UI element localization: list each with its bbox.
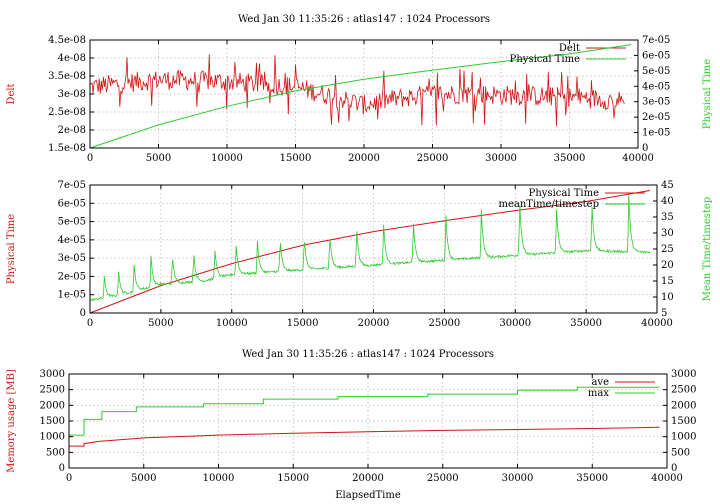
x-tick-label: 25000 — [417, 153, 449, 164]
y-tick-label: 4e-08 — [58, 53, 86, 64]
x-tick-label: 10000 — [203, 473, 235, 484]
y-tick-label: 0 — [59, 463, 65, 474]
series-line-physical-time — [89, 190, 650, 314]
y-tick-label: 6e-05 — [58, 198, 86, 209]
y2-tick-label: 1000 — [671, 432, 696, 443]
legend-label: Delt — [559, 43, 580, 54]
chart-panel-1 — [89, 39, 639, 149]
y2-tick-label: 45 — [661, 180, 674, 191]
y-tick-label: 1.5e-08 — [48, 143, 86, 154]
x-tick-label: 20000 — [358, 318, 390, 329]
y2-tick-label: 2e-05 — [642, 112, 670, 123]
y2-tick-label: 3e-05 — [642, 97, 670, 108]
y2-tick-label: 1e-05 — [642, 128, 670, 139]
chart-panel-3 — [68, 373, 668, 469]
x-tick-label: 0 — [87, 318, 93, 329]
y-tick-label: 5e-05 — [58, 217, 86, 228]
x-tick-label: 15000 — [287, 318, 319, 329]
x-tick-label: 30000 — [502, 473, 534, 484]
y2-tick-label: 2000 — [671, 400, 696, 411]
legend-label: ave — [591, 377, 609, 388]
x-tick-label: 15000 — [280, 153, 312, 164]
x-tick-label: 0 — [66, 473, 72, 484]
legend-label: max — [588, 388, 609, 399]
x-tick-label: 40000 — [641, 318, 673, 329]
legend-label: Physical Time — [510, 54, 580, 65]
y2-tick-label: 1500 — [671, 416, 696, 427]
y-tick-label: 500 — [46, 447, 65, 458]
y-axis-label: Memory usage [MB] — [6, 369, 17, 473]
x-tick-label: 5000 — [146, 153, 171, 164]
x-tick-label: 20000 — [352, 473, 384, 484]
y-tick-label: 2000 — [40, 400, 65, 411]
series-line-meantime-timestep — [89, 194, 651, 302]
x-axis-label: ElapsedTime — [335, 490, 401, 501]
y-axis-label: Delt — [6, 83, 17, 104]
x-tick-label: 30000 — [499, 318, 531, 329]
legend-label: Physical Time — [529, 188, 599, 199]
y2-tick-label: 5 — [661, 308, 667, 319]
y2-tick-label: 25 — [661, 244, 674, 255]
series-line-max — [69, 386, 660, 436]
y-tick-label: 4e-05 — [58, 235, 86, 246]
x-tick-label: 5000 — [131, 473, 156, 484]
y2-tick-label: 20 — [661, 260, 674, 271]
y2-tick-label: 30 — [661, 228, 674, 239]
x-tick-label: 30000 — [485, 153, 517, 164]
y-tick-label: 1500 — [40, 416, 65, 427]
y-tick-label: 7e-05 — [58, 180, 86, 191]
x-tick-label: 25000 — [427, 473, 459, 484]
y2-tick-label: 7e-05 — [642, 35, 670, 46]
y2-tick-label: 500 — [671, 447, 690, 458]
x-tick-label: 10000 — [211, 153, 243, 164]
chart-title: Wed Jan 30 11:35:26 : atlas147 : 1024 Pr… — [242, 349, 494, 360]
x-tick-label: 40000 — [622, 153, 654, 164]
y-tick-label: 2500 — [40, 385, 65, 396]
y2-tick-label: 0 — [671, 463, 677, 474]
x-tick-label: 35000 — [554, 153, 586, 164]
x-tick-label: 25000 — [428, 318, 460, 329]
y-tick-label: 3000 — [40, 369, 65, 380]
y2-tick-label: 15 — [661, 276, 674, 287]
y-tick-label: 1000 — [40, 432, 65, 443]
y-tick-label: 0 — [80, 308, 86, 319]
x-tick-label: 35000 — [570, 318, 602, 329]
y2-tick-label: 10 — [661, 292, 674, 303]
y-tick-label: 2.5e-08 — [48, 107, 86, 118]
series-line-delt — [89, 54, 625, 127]
y-tick-label: 3.5e-08 — [48, 71, 86, 82]
y-tick-label: 1e-05 — [58, 290, 86, 301]
x-tick-label: 40000 — [651, 473, 683, 484]
x-tick-label: 15000 — [277, 473, 309, 484]
x-tick-label: 10000 — [216, 318, 248, 329]
legend-label: meanTime/timestep — [498, 199, 599, 210]
y-tick-label: 2e-08 — [58, 125, 86, 136]
y2-tick-label: 3000 — [671, 369, 696, 380]
y-tick-label: 3e-05 — [58, 253, 86, 264]
y-axis-label: Physical Time — [6, 214, 17, 284]
chart-panel-2 — [89, 184, 658, 314]
y2-axis-label: Physical Time — [702, 59, 713, 129]
y2-tick-label: 4e-05 — [642, 81, 670, 92]
series-line-physical-time — [89, 44, 632, 149]
y2-tick-label: 5e-05 — [642, 66, 670, 77]
x-tick-label: 0 — [87, 153, 93, 164]
y-tick-label: 2e-05 — [58, 271, 86, 282]
y2-tick-label: 0 — [642, 143, 648, 154]
x-tick-label: 5000 — [148, 318, 173, 329]
x-tick-label: 20000 — [348, 153, 380, 164]
x-tick-label: 35000 — [576, 473, 608, 484]
y2-tick-label: 2500 — [671, 385, 696, 396]
y-tick-label: 3e-08 — [58, 89, 86, 100]
y2-tick-label: 6e-05 — [642, 50, 670, 61]
series-line-ave — [69, 426, 660, 447]
y2-axis-label: Mean Time/timestep — [702, 197, 713, 301]
y-tick-label: 4.5e-08 — [48, 35, 86, 46]
y2-tick-label: 40 — [661, 196, 674, 207]
chart-title: Wed Jan 30 11:35:26 : atlas147 : 1024 Pr… — [238, 14, 490, 25]
y2-tick-label: 35 — [661, 212, 674, 223]
